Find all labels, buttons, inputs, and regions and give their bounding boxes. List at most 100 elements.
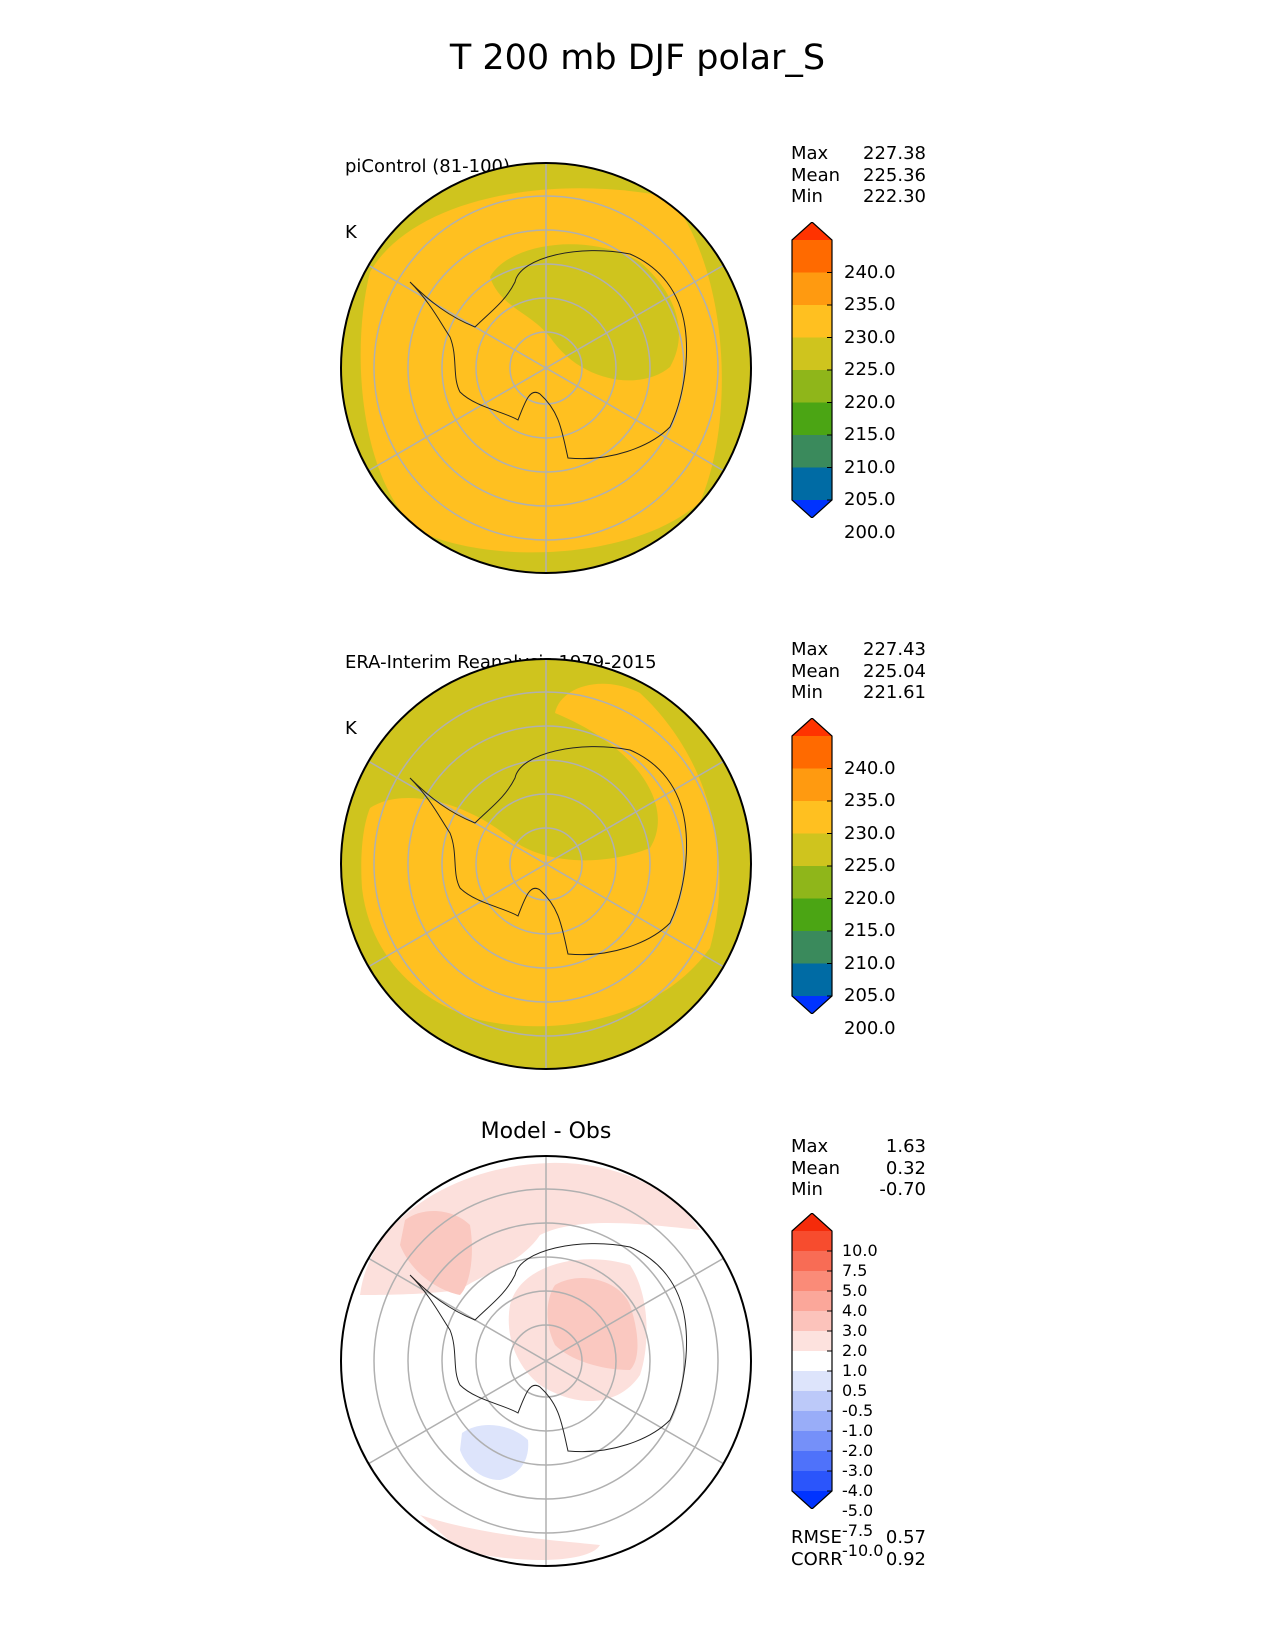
colorbar-tick-label: 1.0 [842, 1361, 868, 1380]
panel-2-stats: Max 227.43 Mean 225.04 Min 221.61 [791, 639, 926, 704]
colorbar-tick-label: 205.0 [844, 985, 896, 1006]
corr-value: 0.92 [885, 1548, 926, 1570]
panel-1-graticule [367, 163, 725, 573]
colorbar-tick-label: 10.0 [842, 1241, 878, 1260]
colorbar-tick-label: 225.0 [844, 359, 896, 380]
colorbar-tick-label: -10.0 [842, 1541, 884, 1560]
stat-mean-value: 0.32 [885, 1157, 926, 1179]
colorbar-segment [792, 1431, 832, 1452]
panel-1-stats: Max 227.38 Mean 225.36 Min 222.30 [791, 143, 926, 208]
stat-max-label: Max [791, 1136, 829, 1157]
colorbar-segment [792, 272, 832, 306]
colorbar-extension-bottom [792, 996, 832, 1014]
panel-1-colorbar-ticks: 240.0 235.0 230.0 225.0 220.0 215.0 210.0 205.0… [840, 222, 940, 541]
colorbar-tick-label: -1.0 [842, 1421, 874, 1440]
colorbar-segment [792, 866, 832, 899]
colorbar-segment [792, 370, 832, 403]
colorbar-tick-label: 0.5 [842, 1381, 868, 1400]
colorbar-tick-label: 240.0 [844, 757, 896, 779]
colorbar-tick-label: 215.0 [844, 920, 896, 941]
panel-3-map-border [340, 1155, 752, 1567]
colorbar-tick-label: -3.0 [842, 1461, 874, 1480]
stat-max-label: Max [791, 639, 829, 660]
stat-min-label: Min [791, 682, 823, 703]
colorbar-tick-label: 235.0 [844, 790, 896, 811]
panel-3-stats: Max 1.63 Mean 0.32 Min -0.70 [791, 1136, 926, 1201]
panel-2-coastline [409, 746, 687, 956]
colorbar-tick-label: 230.0 [844, 822, 896, 844]
colorbar-segment [792, 736, 832, 769]
stat-min-label: Min [791, 1179, 823, 1200]
panel-3-field-warm-west [400, 1210, 472, 1295]
colorbar-tick-label: 220.0 [844, 887, 896, 909]
rmse-label: RMSE [791, 1527, 842, 1548]
colorbar-tick-label: 205.0 [844, 489, 896, 510]
colorbar-tick-label: 235.0 [844, 294, 896, 315]
colorbar-segment [792, 1271, 832, 1292]
colorbar-segment [792, 467, 832, 501]
colorbar-segment [792, 1411, 832, 1432]
colorbar-extension-bottom [792, 1491, 832, 1509]
stat-max-label: Max [791, 143, 829, 164]
colorbar-extension-top [792, 1213, 832, 1231]
stat-max-value: 227.43 [863, 639, 926, 660]
stat-min-value: -0.70 [879, 1179, 926, 1200]
panel-3-colorbar-ticks: 10.0 7.5 5.0 4.0 3.0 2.0 1.0 0.5 -0.5 -1.0 -2.0 -3.… [838, 1213, 938, 1559]
stat-mean-label: Mean [791, 1157, 841, 1179]
panel-3-coastline [409, 1243, 687, 1453]
colorbar-tick-label: 5.0 [842, 1281, 868, 1300]
rmse-value: 0.57 [885, 1527, 926, 1548]
colorbar-tick-label: 220.0 [844, 391, 896, 413]
colorbar-segment [792, 1371, 832, 1392]
colorbar-extension-bottom [792, 500, 832, 518]
colorbar-tick-label: -7.5 [842, 1521, 874, 1540]
panel-2-colorbar [791, 718, 833, 1014]
colorbar-segment [792, 1311, 832, 1332]
colorbar-segment [792, 963, 832, 997]
colorbar-tick-label: 200.0 [844, 1017, 896, 1039]
colorbar-segment [792, 337, 832, 371]
panel-1-coastline [409, 250, 687, 460]
panel-1-field-cool-region [490, 244, 679, 381]
colorbar-segment [792, 1391, 832, 1412]
colorbar-tick-label: 3.0 [842, 1321, 868, 1340]
corr-label: CORR [791, 1548, 843, 1570]
colorbar-segment [792, 1331, 832, 1352]
colorbar-tick-label: -0.5 [842, 1401, 874, 1420]
colorbar-segment [792, 931, 832, 964]
stat-max-value: 1.63 [885, 1136, 926, 1157]
panel-2-colorbar-ticks: 240.0 235.0 230.0 225.0 220.0 215.0 210.0 205.0… [840, 718, 940, 1037]
stat-mean-value: 225.04 [863, 660, 926, 682]
stat-mean-value: 225.36 [863, 164, 926, 186]
colorbar-tick-label: -5.0 [842, 1501, 874, 1520]
panel-3-metrics: RMSE 0.57 CORR 0.92 [791, 1527, 926, 1570]
panel-3-title: Model - Obs [480, 1119, 612, 1144]
stat-min-value: 222.30 [863, 186, 926, 207]
colorbar-segment [792, 833, 832, 867]
colorbar-segment [792, 768, 832, 802]
stat-mean-label: Mean [791, 164, 841, 186]
stat-max-value: 227.38 [863, 143, 926, 164]
colorbar-tick-label: 210.0 [844, 952, 896, 974]
panel-2-units: K [345, 718, 357, 739]
panel-1-units: K [345, 222, 357, 243]
colorbar-segment [792, 1471, 832, 1492]
panel-1-map-border [340, 162, 752, 574]
figure-title: T 200 mb DJF polar_S [449, 38, 826, 78]
stat-min-label: Min [791, 186, 823, 207]
panel-3-graticule [367, 1156, 725, 1566]
colorbar-tick-label: 210.0 [844, 456, 896, 478]
stat-min-value: 221.61 [863, 682, 926, 703]
colorbar-tick-label: 7.5 [842, 1261, 868, 1280]
colorbar-tick-label: -4.0 [842, 1481, 874, 1500]
colorbar-tick-label: -2.0 [842, 1441, 874, 1460]
colorbar-tick-label: 4.0 [842, 1301, 868, 1320]
panel-2-map-border [340, 658, 752, 1070]
colorbar-segment [792, 1351, 832, 1372]
stat-mean-label: Mean [791, 660, 841, 682]
colorbar-extension-top [792, 718, 832, 736]
colorbar-segment [792, 1451, 832, 1472]
colorbar-tick-label: 215.0 [844, 424, 896, 445]
panel-2-field-warm-region [361, 683, 720, 1027]
panel-3-colorbar [791, 1213, 833, 1509]
